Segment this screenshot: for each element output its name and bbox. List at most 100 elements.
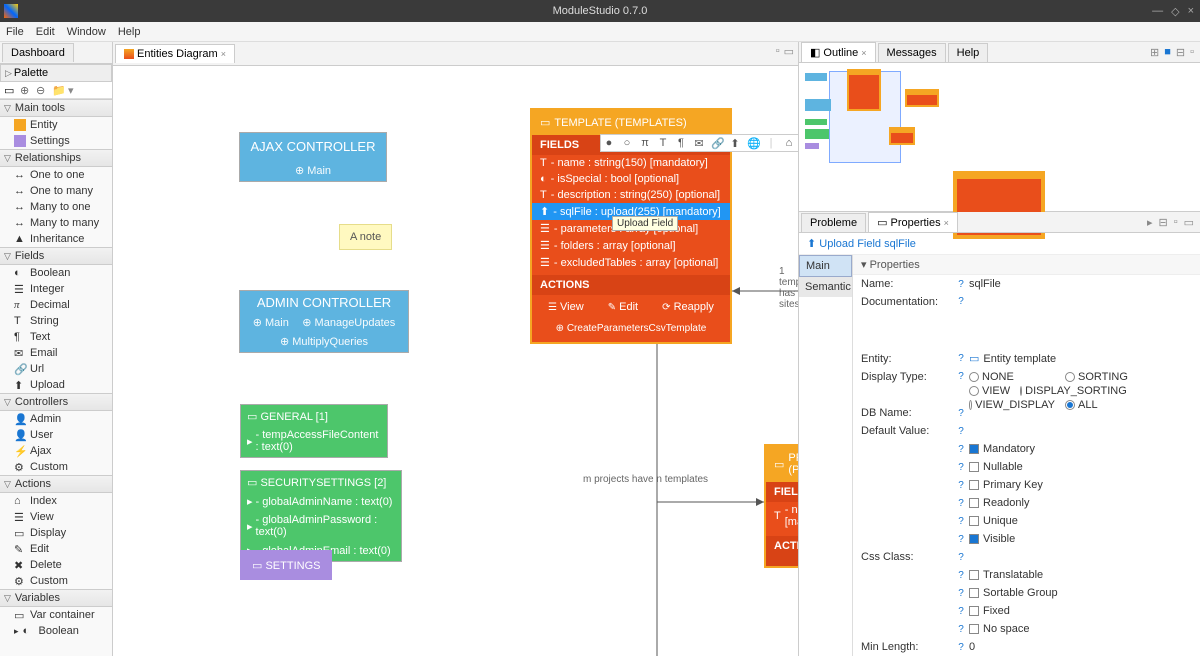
admin-controller-node[interactable]: ADMIN CONTROLLER ⊕ Main⊕ ManageUpdates ⊕… [239,290,409,353]
project-node[interactable]: ▭PROJECT (PROJECTS) FIELDS T- name : str… [764,444,798,568]
ajax-main: ⊕ Main [240,160,386,181]
prop-entity-label: Entity: [857,353,953,365]
cat-semantic[interactable]: Semantic [799,277,852,297]
project-title: PROJECT (PROJECTS) [788,452,798,476]
item-user[interactable]: 👤User [0,427,112,443]
item-one-to-one[interactable]: ↔One to one [0,167,112,183]
item-var-boolean[interactable]: ▸◐Boolean [0,623,112,639]
security-node[interactable]: ▭ SECURITYSETTINGS [2] ▸- globalAdminNam… [240,470,402,562]
prop-name-value[interactable]: sqlFile [969,278,1196,290]
action-reapply[interactable]: ⟳ Reapply [662,301,714,313]
canvas[interactable]: AJAX CONTROLLER ⊕ Main A note ADMIN CONT… [113,66,798,656]
window-title: ModuleStudio 0.7.0 [553,5,648,17]
item-delete[interactable]: ✖Delete [0,557,112,573]
item-entity[interactable]: Entity [0,117,112,133]
menu-file[interactable]: File [6,26,24,38]
tool-icon: ¶ [675,137,687,149]
item-string[interactable]: TString [0,313,112,329]
prop-pk[interactable]: Primary Key [969,479,1196,491]
prop-visible[interactable]: Visible [969,533,1196,545]
tab-properties[interactable]: ▭ Properties × [868,212,958,232]
close-tab-icon[interactable]: × [221,49,226,59]
item-view[interactable]: ☰View [0,509,112,525]
item-custom-action[interactable]: ⚙Custom [0,573,112,589]
cat-main[interactable]: Main [799,255,852,277]
item-integer[interactable]: ☰Integer [0,281,112,297]
window-controls[interactable]: —◇× [1152,5,1194,18]
prop-disptype-value[interactable]: NONE SORTING VIEW DISPLAY_SORTING VIEW_D… [969,371,1196,411]
item-text[interactable]: ¶Text [0,329,112,345]
prop-nullable[interactable]: Nullable [969,461,1196,473]
item-var-container[interactable]: ▭Var container [0,607,112,623]
section-fields[interactable]: ▽Fields [0,247,112,265]
item-boolean[interactable]: ◐Boolean [0,265,112,281]
tab-outline[interactable]: ◧ Outline × [801,42,876,62]
prop-translatable[interactable]: Translatable [969,569,1196,581]
item-ajax[interactable]: ⚡Ajax [0,443,112,459]
prop-entity-value[interactable]: ▭ Entity template [969,352,1196,365]
tab-entities-diagram[interactable]: Entities Diagram × [115,44,235,63]
pointer-icon: ▭ [4,84,16,96]
item-upload[interactable]: ⬆Upload [0,377,112,393]
item-inheritance[interactable]: ▲Inheritance [0,231,112,247]
palette-header: ▷Palette [0,64,112,82]
template-field[interactable]: ☰- folders : array [optional] [532,237,730,254]
section-actions[interactable]: ▽Actions [0,475,112,493]
prop-readonly[interactable]: Readonly [969,497,1196,509]
menu-edit[interactable]: Edit [36,26,55,38]
tool-icon: 🌐 [747,137,759,149]
palette-panel: Dashboard ▷Palette ▭⊕⊖📁▾ ▽Main tools Ent… [0,42,113,656]
item-custom-ctrl[interactable]: ⚙Custom [0,459,112,475]
editor-controls[interactable]: ▫▭ [776,45,794,58]
item-index[interactable]: ⌂Index [0,493,112,509]
prop-sortgroup[interactable]: Sortable Group [969,587,1196,599]
prop-unique[interactable]: Unique [969,515,1196,527]
prop-nospace[interactable]: No space [969,623,1196,635]
item-admin[interactable]: 👤Admin [0,411,112,427]
item-email[interactable]: ✉Email [0,345,112,361]
tab-help[interactable]: Help [948,43,989,62]
tool-icon: T [657,137,669,149]
action-edit[interactable]: ✎ Edit [608,301,638,313]
item-display[interactable]: ▭Display [0,525,112,541]
menu-help[interactable]: Help [118,26,141,38]
tab-messages[interactable]: Messages [878,43,946,62]
section-main-tools[interactable]: ▽Main tools [0,99,112,117]
props-grid: ▾ Properties Name:?sqlFile Documentation… [853,255,1200,656]
section-controllers[interactable]: ▽Controllers [0,393,112,411]
action-csv[interactable]: ⊕ CreateParametersCsvTemplate [532,319,730,342]
item-decimal[interactable]: πDecimal [0,297,112,313]
props-controls[interactable]: ▸⊟▫▭ [1147,216,1194,229]
prop-fixed[interactable]: Fixed [969,605,1196,617]
sticky-note[interactable]: A note [339,224,392,250]
prop-defval-label: Default Value: [857,425,953,437]
outline-view[interactable] [799,63,1200,212]
outline-controls[interactable]: ⊞■⊟▫ [1150,46,1194,59]
item-many-to-many[interactable]: ↔Many to many [0,215,112,231]
item-edit-action[interactable]: ✎Edit [0,541,112,557]
menu-window[interactable]: Window [67,26,106,38]
section-relationships[interactable]: ▽Relationships [0,149,112,167]
project-field[interactable]: T- name : string(255) [mandatory] [766,502,798,530]
prop-minlen-value[interactable]: 0 [969,641,1196,653]
item-settings[interactable]: Settings [0,133,112,149]
general-node[interactable]: ▭ GENERAL [1] ▸- tempAccessFileContent :… [240,404,388,458]
template-field[interactable]: ☰- excludedTables : array [optional] [532,254,730,271]
item-many-to-one[interactable]: ↔Many to one [0,199,112,215]
action-view[interactable]: ☰ View [548,301,584,313]
tool-icon: ○ [621,137,633,149]
template-field[interactable]: T- description : string(250) [optional] [532,187,730,203]
item-one-to-many[interactable]: ↔One to many [0,183,112,199]
palette-tools[interactable]: ▭⊕⊖📁▾ [0,82,112,99]
section-variables[interactable]: ▽Variables [0,589,112,607]
template-field[interactable]: T- name : string(150) [mandatory] [532,155,730,171]
template-field[interactable]: ◐- isSpecial : bool [optional] [532,171,730,187]
floating-toolbar[interactable]: ●○πT¶✉🔗⬆🌐|⌂👤⚡▲☰⚙◊π [600,134,798,152]
prop-mandatory[interactable]: Mandatory [969,443,1196,455]
settings-node[interactable]: ▭ SETTINGS [240,550,332,580]
tab-dashboard[interactable]: Dashboard [2,43,74,62]
ajax-controller-node[interactable]: AJAX CONTROLLER ⊕ Main [239,132,387,182]
tab-problems[interactable]: Probleme [801,213,866,232]
item-url[interactable]: 🔗Url [0,361,112,377]
edge-template-project [647,344,667,656]
